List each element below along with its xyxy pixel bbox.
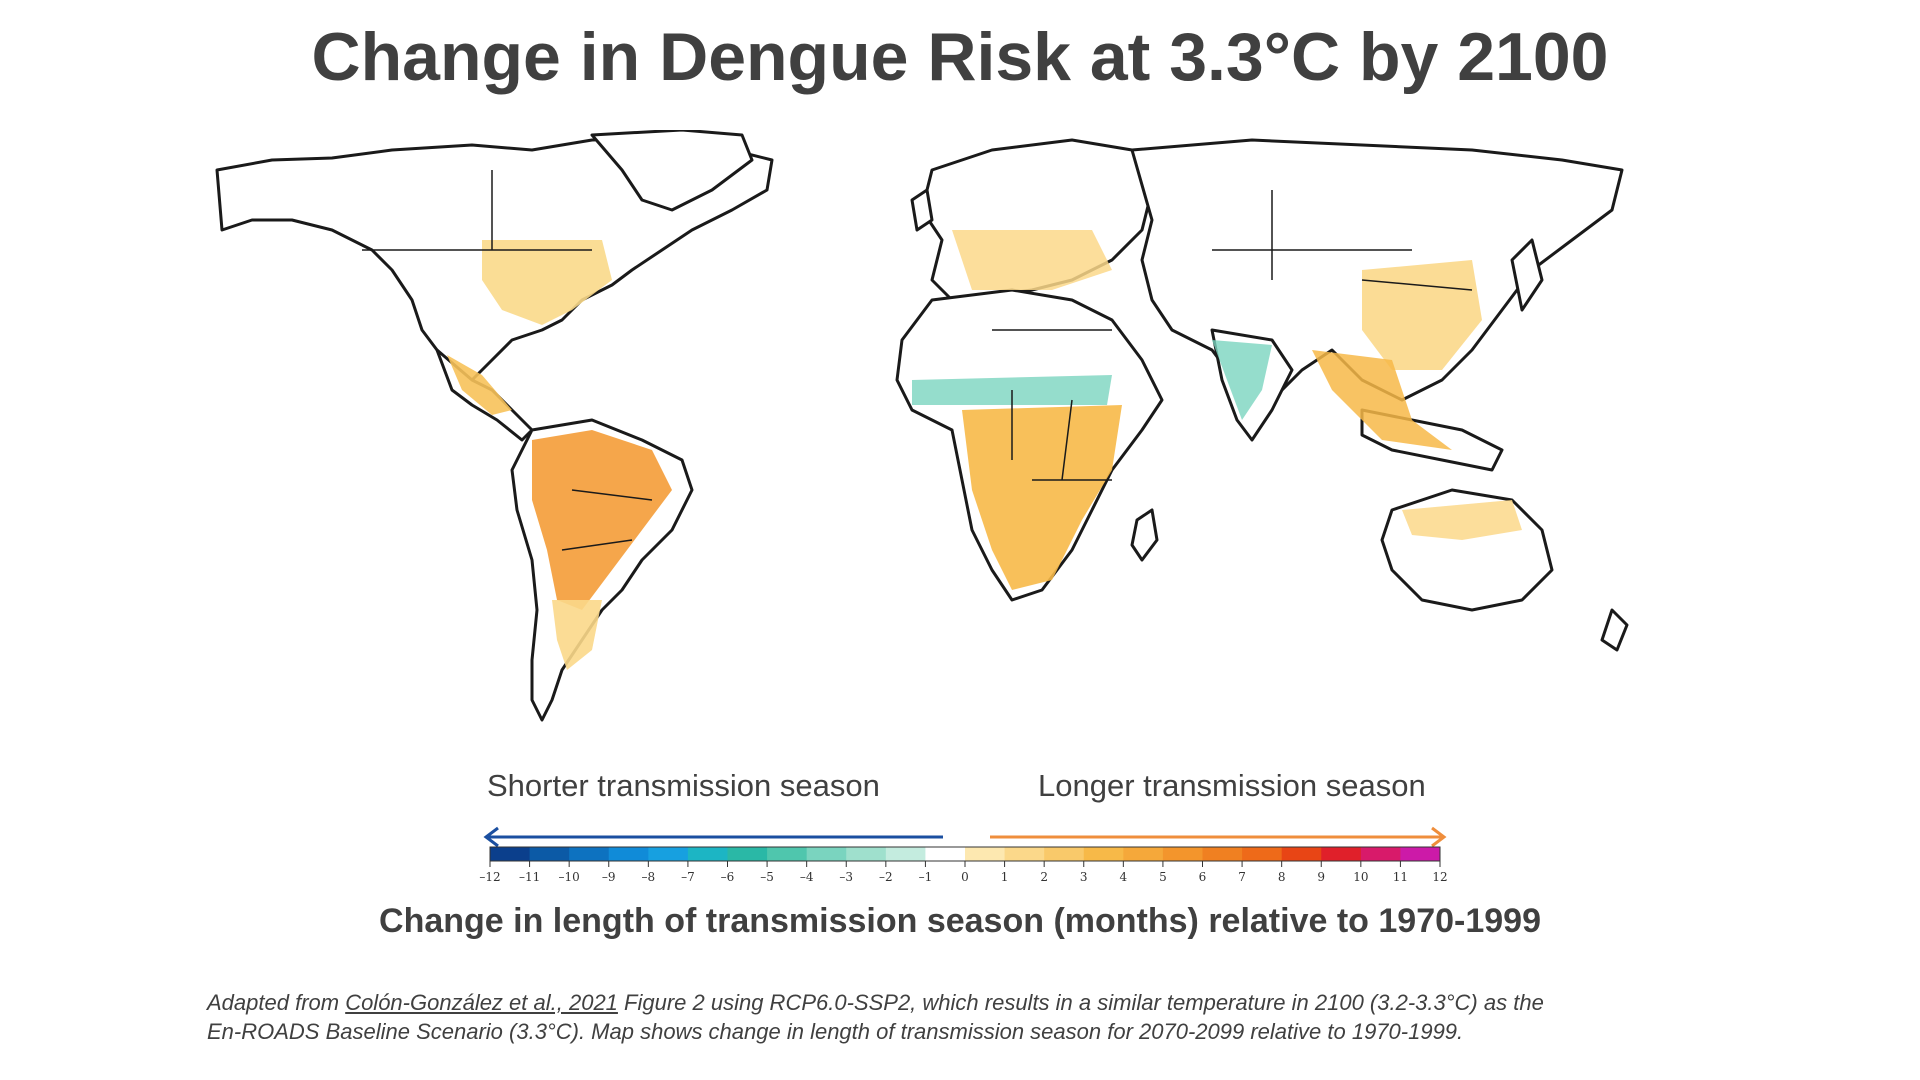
colorbar-segment [727, 847, 768, 861]
colorbar-tick-label: 5 [1159, 870, 1167, 884]
risk-europe [952, 230, 1112, 290]
colorbar-segment [1004, 847, 1045, 861]
caption-line2: En-ROADS Baseline Scenario (3.3°C). Map … [207, 1019, 1464, 1044]
colorbar-segment [687, 847, 728, 861]
colorbar-segment [1321, 847, 1362, 861]
colorbar-tick-label: 4 [1120, 870, 1128, 884]
colorbar-tick-label: 0 [961, 870, 969, 884]
japan-outline [1510, 238, 1544, 312]
colorbar-tick-label: –10 [559, 870, 580, 884]
colorbar-tick-label: –9 [602, 870, 616, 884]
colorbar-tick-label: 6 [1199, 870, 1207, 884]
caption-line1: Figure 2 using RCP6.0-SSP2, which result… [617, 990, 1544, 1015]
greenland-outline [590, 130, 754, 212]
colorbar-segment [1083, 847, 1124, 861]
colorbar-segment [569, 847, 610, 861]
colorbar-segment [608, 847, 649, 861]
colorbar-tick-label: 8 [1278, 870, 1286, 884]
colorbar-tick-label: –2 [879, 870, 893, 884]
colorbar-tick-label: 7 [1238, 870, 1246, 884]
longer-season-label: Longer transmission season [1038, 768, 1426, 803]
colorbar-tick-label: 9 [1317, 870, 1325, 884]
colorbar-segment [490, 847, 531, 861]
colorbar-segment [1123, 847, 1164, 861]
risk-north-america [482, 240, 612, 325]
page-title: Change in Dengue Risk at 3.3°C by 2100 [311, 19, 1609, 95]
risk-australia-north [1402, 500, 1522, 540]
shorter-season-label: Shorter transmission season [487, 768, 880, 803]
uk-outline [910, 188, 934, 232]
colorbar-segment [529, 847, 570, 861]
new-zealand-outline [1600, 608, 1629, 652]
right-arrow [990, 826, 1447, 848]
colorbar-segment [885, 847, 926, 861]
caption-prefix: Adapted from [207, 990, 346, 1015]
colorbar-tick-label: –4 [800, 870, 814, 884]
colorbar-segment [648, 847, 689, 861]
colorbar-segment [1360, 847, 1401, 861]
colorbar-tick-label: 1 [1001, 870, 1009, 884]
colorbar-tick-label: –5 [760, 870, 774, 884]
madagascar-outline [1130, 508, 1159, 562]
colorbar-tick-label: 11 [1393, 870, 1408, 884]
colorbar-segment [1281, 847, 1322, 861]
risk-india [1212, 340, 1272, 420]
colorbar-tick-label: –3 [839, 870, 853, 884]
risk-south-america [532, 430, 672, 610]
source-caption: Adapted from Colón-González et al., 2021… [207, 988, 1727, 1046]
colorbar-tick-label: –6 [721, 870, 735, 884]
world-map [215, 130, 1629, 722]
colorbar-segment [806, 847, 847, 861]
risk-southeast-asia [1312, 350, 1452, 450]
colorbar-tick-label: –8 [642, 870, 656, 884]
colorbar-tick-label: –11 [519, 870, 540, 884]
colorbar-tick-label: –12 [479, 870, 500, 884]
colorbar-tick-label: 3 [1080, 870, 1088, 884]
colorbar-segment [846, 847, 887, 861]
legend-colorbar: –12 –11 –10 –9 –8 –7 –6 –5 –4 –3 –2 –1 0 1 2 3 4 5 6 7 8 9 10 1… [479, 846, 1448, 884]
colorbar-tick-label: 2 [1040, 870, 1048, 884]
left-arrow [483, 826, 943, 848]
risk-central-america [447, 355, 512, 415]
colorbar-segment [965, 847, 1006, 861]
risk-central-africa [962, 405, 1122, 590]
colorbar-segment [1400, 847, 1441, 861]
colorbar-tick-label: 12 [1432, 870, 1447, 884]
colorbar-tick-label: 10 [1353, 870, 1368, 884]
colorbar-axis-label: Change in length of transmission season … [379, 902, 1541, 940]
legend-arrows [483, 826, 1447, 848]
colorbar-segment [767, 847, 808, 861]
colorbar-segment [1162, 847, 1203, 861]
colorbar-tick-label: –7 [681, 870, 695, 884]
colorbar-segment [1044, 847, 1085, 861]
colorbar-segment [1242, 847, 1283, 861]
colorbar-segment [925, 847, 966, 861]
colorbar-tick-label: –1 [919, 870, 933, 884]
citation-link[interactable]: Colón-González et al., 2021 [345, 990, 618, 1015]
risk-south-america-south [552, 600, 602, 670]
colorbar-segment [1202, 847, 1243, 861]
